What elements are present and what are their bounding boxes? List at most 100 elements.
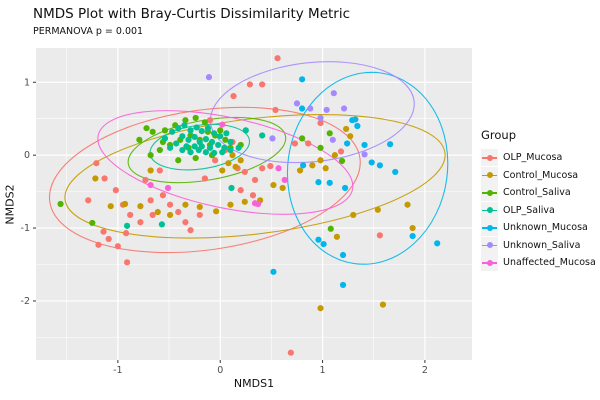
- scatter-point-OLP_Saliva: [206, 144, 214, 151]
- scatter-point-OLP_Mucosa: [251, 176, 259, 184]
- scatter-point-OLP_Mucosa: [100, 228, 107, 235]
- scatter-point-Unknown_Mucosa: [320, 240, 327, 248]
- scatter-point-OLP_Saliva: [210, 130, 218, 137]
- permanova-annotation: PERMANOVA p = 0.001: [33, 26, 144, 37]
- scatter-point-Control_Mucosa: [333, 233, 341, 240]
- scatter-point-Unknown_Mucosa: [344, 140, 351, 147]
- y-tick-label: -1: [21, 223, 30, 234]
- scatter-point-Unknown_Mucosa: [339, 251, 347, 259]
- scatter-point-Unaffected_Mucosa: [147, 181, 154, 189]
- scatter-point-OLP_Mucosa: [101, 175, 108, 182]
- scatter-point-Control_Saliva: [326, 130, 333, 137]
- scatter-point-Control_Mucosa: [309, 162, 316, 169]
- scatter-point-Control_Saliva: [201, 119, 208, 126]
- scatter-point-Unaffected_Mucosa: [219, 121, 226, 128]
- scatter-point-OLP_Mucosa: [175, 208, 182, 216]
- scatter-point-OLP_Mucosa: [156, 167, 163, 174]
- scatter-point-OLP_Mucosa: [112, 187, 119, 194]
- legend: Group OLP_Mucosa Control_Mucosa Control_Sa…: [481, 128, 596, 272]
- confidence-ellipse-Unknown_Mucosa: [286, 71, 449, 265]
- x-tick-label: 2: [422, 365, 428, 376]
- scatter-point-OLP_Saliva: [215, 141, 222, 149]
- scatter-point-Control_Saliva: [327, 225, 334, 232]
- scatter-point-Control_Saliva: [192, 154, 199, 162]
- scatter-point-Control_Mucosa: [347, 133, 354, 140]
- scatter-point-OLP_Saliva: [191, 133, 198, 141]
- scatter-point-Control_Saliva: [217, 127, 224, 134]
- scatter-point-OLP_Mucosa: [196, 211, 203, 219]
- scatter-point-Control_Saliva: [182, 117, 189, 124]
- scatter-point-Unknown_Mucosa: [315, 236, 322, 243]
- scatter-point-OLP_Saliva: [123, 222, 131, 229]
- scatter-point-OLP_Saliva: [217, 133, 224, 140]
- scatter-point-OLP_Saliva: [173, 140, 180, 147]
- legend-point-icon: [486, 189, 493, 196]
- scatter-point-Unknown_Mucosa: [376, 162, 383, 169]
- scatter-point-OLP_Saliva: [193, 124, 200, 131]
- y-tick-label: -2: [21, 296, 30, 307]
- scatter-point-OLP_Mucosa: [142, 176, 149, 184]
- scatter-point-Control_Mucosa: [317, 305, 324, 312]
- legend-point-icon: [486, 224, 493, 231]
- scatter-point-Control_Saliva: [149, 128, 156, 135]
- scatter-point-Control_Mucosa: [379, 301, 387, 308]
- scatter-point-OLP_Saliva: [181, 122, 188, 129]
- scatter-point-OLP_Mucosa: [147, 197, 154, 204]
- scatter-point-OLP_Saliva: [204, 125, 212, 132]
- scatter-point-Unknown_Mucosa: [339, 281, 347, 289]
- scatter-point-Control_Saliva: [147, 152, 154, 159]
- scatter-point-Control_Mucosa: [225, 160, 232, 167]
- scatter-point-Unaffected_Mucosa: [254, 200, 262, 208]
- scatter-point-OLP_Mucosa: [159, 192, 167, 199]
- scatter-point-OLP_Saliva: [242, 127, 249, 134]
- scatter-point-Control_Saliva: [156, 146, 163, 154]
- scatter-point-Control_Saliva: [338, 157, 346, 165]
- scatter-point-OLP_Mucosa: [93, 160, 100, 167]
- scatter-point-Unknown_Mucosa: [349, 117, 356, 124]
- scatter-point-OLP_Mucosa: [376, 232, 383, 239]
- scatter-point-Control_Saliva: [222, 136, 229, 143]
- scatter-point-Unknown_Saliva: [293, 100, 301, 107]
- legend-point-icon: [486, 259, 493, 266]
- scatter-point-Control_Mucosa: [241, 198, 248, 205]
- scatter-point-Unknown_Saliva: [205, 74, 213, 81]
- scatter-point-Unknown_Mucosa: [434, 240, 441, 247]
- scatter-point-Unknown_Mucosa: [299, 76, 306, 83]
- scatter-point-Control_Mucosa: [213, 208, 220, 215]
- scatter-point-Control_Mucosa: [227, 201, 234, 208]
- scatter-point-OLP_Mucosa: [246, 81, 254, 88]
- scatter-point-OLP_Saliva: [179, 146, 186, 154]
- x-axis-title: NMDS1: [233, 377, 275, 390]
- scatter-point-OLP_Saliva: [179, 133, 186, 140]
- scatter-point-OLP_Mucosa: [95, 241, 102, 248]
- scatter-point-OLP_Saliva: [227, 146, 234, 154]
- scatter-point-OLP_Mucosa: [230, 93, 237, 100]
- scatter-point-Unaffected_Mucosa: [275, 165, 282, 172]
- scatter-point-Control_Mucosa: [409, 224, 416, 232]
- scatter-point-Control_Mucosa: [147, 167, 154, 174]
- y-axis-title: NMDS2: [3, 184, 17, 225]
- scatter-point-OLP_Saliva: [161, 135, 169, 142]
- legend-items: OLP_Mucosa Control_Mucosa Control_Saliva OL…: [481, 149, 596, 272]
- legend-point-icon: [486, 242, 493, 249]
- scatter-point-Unaffected_Mucosa: [281, 176, 288, 184]
- scatter-point-OLP_Saliva: [169, 128, 176, 135]
- scatter-point-Unknown_Mucosa: [361, 141, 368, 149]
- scatter-point-OLP_Mucosa: [287, 349, 294, 356]
- scatter-point-OLP_Saliva: [183, 143, 190, 150]
- scatter-point-Control_Mucosa: [154, 208, 161, 216]
- legend-item-OLP_Saliva: OLP_Saliva: [481, 201, 596, 220]
- scatter-point-Control_Mucosa: [331, 152, 338, 159]
- scatter-point-Control_Saliva: [89, 219, 96, 227]
- legend-item-Unknown_Mucosa: Unknown_Mucosa: [481, 219, 596, 237]
- scatter-point-Unknown_Mucosa: [409, 232, 416, 240]
- scatter-point-Control_Mucosa: [237, 157, 244, 164]
- scatter-point-OLP_Mucosa: [137, 219, 144, 226]
- scatter-point-Unknown_Saliva: [317, 114, 324, 122]
- scatter-point-Unknown_Mucosa: [368, 159, 375, 166]
- scatter-point-OLP_Mucosa: [241, 168, 248, 176]
- legend-item-Unaffected_Mucosa: Unaffected_Mucosa: [481, 254, 596, 272]
- scatter-point-OLP_Mucosa: [187, 227, 194, 234]
- legend-key-icon: [481, 166, 498, 184]
